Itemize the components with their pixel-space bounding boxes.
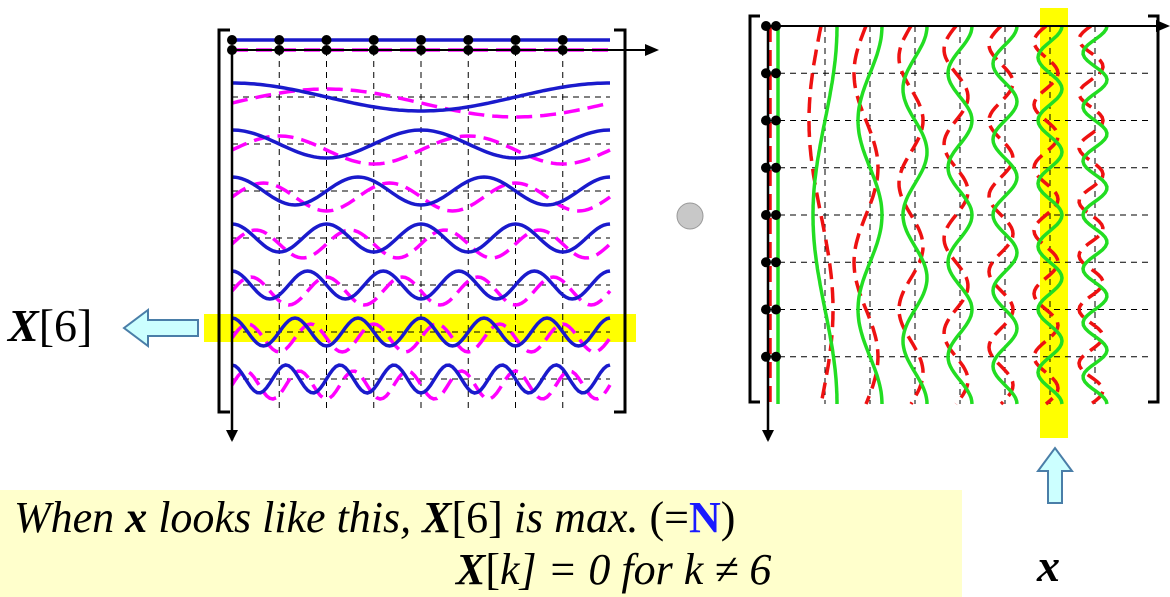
right-sample-dot [761, 210, 771, 220]
row-5-cosine-wave [231, 269, 611, 301]
row-6-index: [6] [38, 300, 93, 351]
right-sample-dot [761, 351, 771, 362]
right-close-bracket [1148, 14, 1160, 404]
highlight-layer [204, 8, 1068, 438]
left-arrow-icon [122, 308, 199, 348]
right-axis-arrowhead-down [762, 430, 774, 442]
row-3-cosine-wave [231, 175, 611, 207]
caption-text-when: When [14, 493, 126, 542]
sample-dots [227, 21, 781, 362]
left-sample-dot [321, 35, 332, 45]
right-sample-dot [761, 257, 771, 268]
col-6-sine-wave [1032, 24, 1060, 406]
dot-product-operator [676, 202, 704, 230]
row-1-cosine-wave [232, 81, 610, 113]
left-sample-dot [368, 35, 379, 45]
row-7-sine-wave [230, 369, 612, 401]
col-4-cosine-wave [946, 25, 974, 405]
caption2-X-symbol: X [456, 545, 486, 594]
caption2-text-neq: ≠ 6 [703, 545, 772, 594]
caption-line-1: When x looks like this, X[6] is max. (=N… [14, 492, 735, 544]
left-sample-dot [227, 35, 237, 45]
row-7-cosine-wave [231, 363, 611, 395]
col-6-cosine-wave [1036, 25, 1064, 405]
left-open-bracket [217, 28, 230, 414]
col-3-sine-wave [897, 25, 925, 405]
caption-box: When x looks like this, X[6] is max. (=N… [0, 490, 962, 597]
row-4-sine-wave [230, 228, 612, 260]
caption-paren-open: (= [649, 493, 689, 542]
caption2-bracket-open: [ [485, 545, 501, 594]
left-axis-arrowhead-right [645, 44, 659, 56]
row-3-sine-wave [231, 181, 612, 213]
caption-text-max: is max. [502, 493, 650, 542]
left-close-bracket [614, 28, 627, 414]
row-5-sine-wave [230, 275, 612, 307]
left-sample-dot [463, 45, 474, 55]
col-3-cosine-wave [901, 25, 929, 405]
right-sample-dot [771, 68, 781, 79]
left-sample-dot [416, 45, 426, 55]
right-sample-dot [761, 162, 771, 173]
x-column-highlight [1040, 8, 1068, 438]
left-sample-dot [463, 35, 474, 45]
left-sample-dot [557, 35, 568, 45]
right-sample-dot [761, 115, 771, 126]
right-sample-dot [771, 304, 781, 315]
right-sample-dot [761, 68, 771, 79]
left-sample-dot [227, 45, 237, 55]
x-vector-label: x [1037, 540, 1060, 591]
right-sample-dot [761, 21, 771, 31]
left-sample-dot [557, 45, 568, 55]
left-sample-dot [510, 35, 521, 45]
col-1-cosine-wave [811, 26, 839, 404]
row-2-cosine-wave [231, 128, 611, 160]
right-sample-dot [771, 21, 781, 31]
col-2-sine-wave [852, 25, 880, 405]
col-4-sine-wave [942, 24, 970, 406]
caption2-k-symbol: k [500, 545, 520, 594]
right-sample-dot [771, 351, 781, 362]
left-sample-dot [416, 35, 426, 45]
caption-text-looks: looks like this, [147, 493, 423, 542]
caption-index: [6] [451, 493, 503, 542]
right-sample-dot [771, 210, 781, 220]
left-matrix-grid [232, 50, 610, 412]
right-sample-dot [771, 162, 781, 173]
row-1-sine-wave [231, 87, 611, 119]
col-5-cosine-wave [991, 25, 1019, 405]
caption-N-symbol: N [688, 493, 721, 542]
caption-x-symbol: x [125, 493, 148, 542]
row-6-symbol: X [8, 300, 39, 351]
right-sample-dot [761, 304, 771, 315]
row-6-label: X[6] [8, 298, 92, 354]
row-6-cosine-wave [231, 316, 611, 348]
up-arrow-icon [1036, 446, 1074, 504]
left-sample-dot [368, 45, 379, 55]
left-sample-dot [321, 45, 332, 55]
left-axis-arrowhead-down [226, 430, 238, 442]
caption2-k2-symbol: k [683, 545, 704, 594]
left-sample-dot [274, 45, 285, 55]
left-sample-dot [274, 35, 285, 45]
left-sample-dot [510, 45, 521, 55]
row-2-sine-wave [231, 134, 611, 166]
right-sample-dot [771, 115, 781, 126]
caption2-text-zero: ] = 0 for [519, 545, 684, 594]
col-7-cosine-wave [1081, 25, 1109, 405]
right-open-bracket [748, 14, 760, 404]
row-4-cosine-wave [231, 222, 611, 254]
axes [226, 20, 1170, 442]
col-2-cosine-wave [856, 25, 884, 405]
matrix-brackets [217, 14, 1160, 414]
right-matrix-grid [768, 26, 1150, 404]
caption-X-symbol: X [422, 493, 452, 542]
right-sample-dot [771, 257, 781, 268]
row-6-sine-wave [230, 322, 612, 354]
caption-paren-close: ) [720, 493, 736, 542]
caption-line-2: X[k] = 0 for k ≠ 6 [456, 544, 771, 596]
